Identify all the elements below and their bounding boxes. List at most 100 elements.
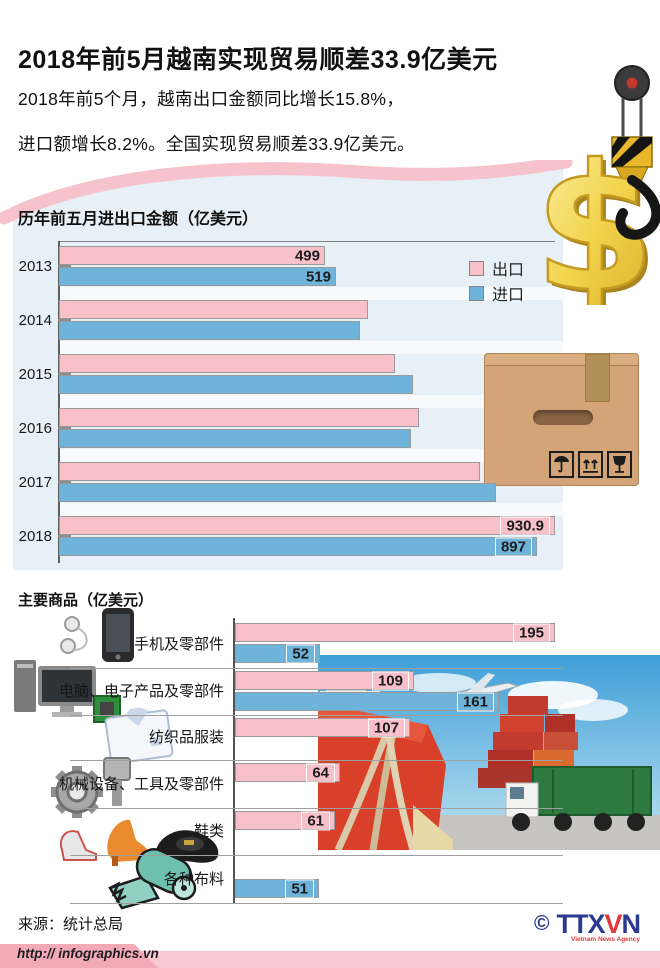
chart2-row-separator	[70, 668, 563, 669]
chart1-export-bar-2014	[59, 300, 368, 319]
chart1-import-bar-2016	[59, 429, 411, 448]
smartphone-earphones-icon	[60, 608, 134, 662]
chart1-axis-tick	[58, 265, 71, 267]
bar-value-label: 930.9	[500, 516, 550, 535]
chart1-import-bar-2013: 519	[59, 267, 336, 286]
box-tape	[585, 354, 610, 402]
dollar-sign-icon: $	[534, 128, 656, 305]
bar-value-label: 519	[305, 268, 331, 285]
chart2-export-bar-1: 109	[235, 671, 414, 690]
export-swatch-icon	[469, 260, 484, 276]
container-truck	[505, 766, 652, 831]
gear-piston-icon	[51, 757, 131, 818]
bar-value-label: 161	[456, 692, 494, 711]
chart1-gap-band	[58, 287, 563, 300]
chart1-gap-band	[58, 503, 563, 516]
shoes-icon	[60, 819, 219, 866]
chart2-row-separator	[70, 760, 563, 761]
logo-n: N	[621, 909, 641, 939]
ttxvn-logo: © TTXVN Vietnam News Agency	[534, 909, 641, 944]
chart1-year-label: 2018	[18, 528, 52, 545]
bar-value-label: 897	[494, 537, 532, 556]
chart1-axis-tick	[58, 319, 71, 321]
chart1-gap-band	[58, 449, 563, 462]
chart2-row-separator	[70, 855, 563, 856]
shipping-box-illustration	[484, 353, 639, 486]
chart2-import-bar-0: 52	[235, 644, 320, 663]
subtitle-line-1: 2018年前5个月，越南出口金额同比增长15.8%，	[18, 89, 405, 109]
chart1-import-bar-2017	[59, 483, 496, 502]
fragile-glass-icon	[607, 451, 632, 478]
chart1-frame-top	[58, 241, 555, 242]
chart2-row-separator	[70, 808, 563, 809]
chart2-export-bar-3: 64	[235, 763, 340, 782]
chart2-category-label: 手机及零部件	[133, 635, 224, 653]
chart1-year-label: 2017	[18, 474, 52, 491]
box-handle-slot	[533, 410, 593, 425]
bar-value-label: 61	[301, 811, 330, 830]
chart2-export-bar-2: 107	[235, 718, 410, 737]
dollar-shadow: $	[538, 132, 660, 305]
chart1-title: 历年前五月进出口金额（亿美元）	[18, 211, 259, 228]
folded-shirt-icon	[104, 707, 174, 765]
chart1-import-bar-2014	[59, 321, 360, 340]
bar-value-label: 107	[367, 718, 405, 737]
legend-import: 进口	[469, 281, 524, 305]
this-side-up-icon	[578, 451, 603, 478]
chart1-axis-tick	[58, 481, 71, 483]
chart2-export-bar-0: 195	[235, 623, 555, 642]
chart1-export-bar-2013: 499	[59, 246, 325, 265]
box-lid	[485, 354, 638, 366]
chart1-import-bar-2018: 897	[59, 537, 537, 556]
legend-import-label: 进口	[492, 287, 525, 304]
chart2-import-bar-1: 161	[235, 692, 499, 711]
chart1-year-label: 2015	[18, 366, 52, 383]
bar-value-label: 195	[512, 623, 550, 642]
chart1-axis-tick	[58, 427, 71, 429]
keep-dry-umbrella-icon	[549, 451, 574, 478]
logo-subtext: Vietnam News Agency	[571, 936, 640, 943]
chart1-export-bar-2017	[59, 462, 480, 481]
chart1-import-bar-2015	[59, 375, 413, 394]
chart2-import-bar-5: 51	[235, 879, 319, 898]
logo-ttx: TTX	[556, 909, 605, 939]
chart2-category-label: 机械设备、工具及零部件	[58, 775, 224, 793]
chart2-category-label: 各种布料	[163, 870, 224, 888]
subtitle-line-2: 进口额增长8.2%。全国实现贸易顺差33.9亿美元。	[18, 134, 415, 154]
crane-hook-icon	[615, 175, 660, 240]
chart1-year-label: 2014	[18, 312, 52, 329]
chart1-export-bar-2018: 930.9	[59, 516, 555, 535]
chart1-y-axis	[58, 241, 60, 563]
chart2-export-bar-4: 61	[235, 811, 335, 830]
chart1-export-bar-2016	[59, 408, 419, 427]
chart1-export-bar-2015	[59, 354, 395, 373]
bar-value-label: 109	[371, 671, 409, 690]
chart1-gap-band	[58, 395, 563, 408]
chart2-category-label: 纺织品服装	[148, 729, 224, 746]
copyright-icon: ©	[534, 912, 550, 935]
page-title: 2018年前5月越南实现贸易顺差33.9亿美元	[18, 46, 498, 74]
legend-export-label: 出口	[492, 262, 525, 279]
bottom-ribbon-tab	[0, 944, 158, 968]
legend-export: 出口	[469, 256, 524, 280]
chart2-row-separator	[70, 903, 563, 904]
chart2-category-label: 鞋类	[193, 823, 224, 840]
chart1-year-label: 2013	[18, 258, 52, 275]
chart1-year-label: 2016	[18, 420, 52, 437]
bar-value-label: 52	[286, 644, 315, 663]
bar-value-label: 51	[285, 879, 314, 898]
chart1-axis-tick	[58, 535, 71, 537]
chart2-title: 主要商品（亿美元）	[18, 592, 154, 609]
infographics-url: http:// infographics.vn	[17, 946, 159, 961]
dollar-crane-hook-illustration: $ $	[533, 65, 660, 305]
bar-value-label: 64	[306, 763, 335, 782]
logo-v: V	[604, 909, 622, 939]
fabric-roll-icon	[108, 848, 197, 910]
source-text: 来源：统计总局	[18, 916, 124, 933]
import-swatch-icon	[469, 285, 484, 301]
chart1-gap-band	[58, 341, 563, 354]
chart2-row-separator	[70, 715, 563, 716]
chart2-category-label: 电脑、电子产品及零部件	[58, 683, 224, 700]
bar-value-label: 499	[294, 247, 320, 264]
